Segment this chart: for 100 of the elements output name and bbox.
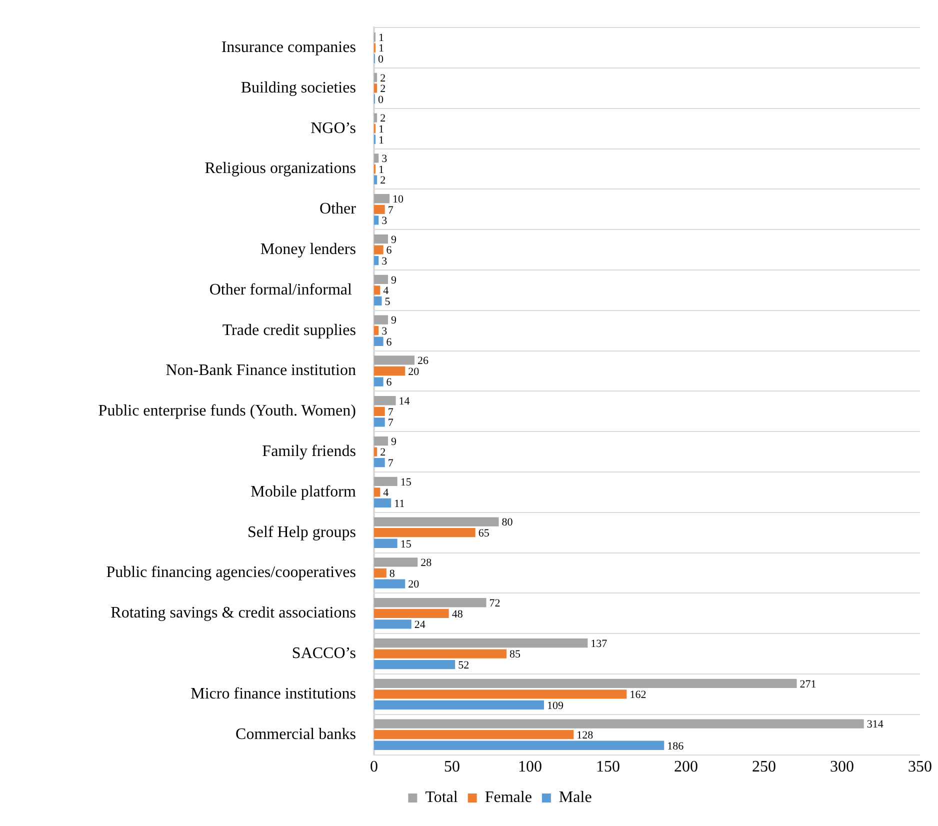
bar: [374, 377, 384, 386]
data-label: 0: [378, 94, 384, 106]
data-label: 9: [390, 274, 397, 286]
y-tick-label: Money lenders: [260, 241, 356, 258]
bar: [374, 719, 864, 728]
bar: [374, 194, 390, 204]
y-tick-label: Micro finance institutions: [190, 685, 356, 702]
data-label: 52: [458, 659, 470, 672]
bar: [374, 730, 574, 740]
y-tick-label: Self Help groups: [248, 524, 356, 541]
x-tick-label: 300: [830, 758, 854, 776]
data-label: 65: [478, 527, 490, 540]
bar: [374, 274, 388, 284]
data-label: 2: [380, 72, 386, 84]
y-tick-label: Other formal/informal: [209, 281, 356, 298]
bar: [374, 678, 797, 688]
bar: [374, 538, 398, 548]
y-tick-label: Building societies: [240, 79, 356, 96]
x-tick-label: 200: [674, 758, 698, 776]
bar: [374, 660, 456, 670]
y-tick-label: Rotating savings & credit associations: [110, 604, 356, 622]
bar: [374, 558, 418, 567]
data-label: 1: [378, 134, 384, 146]
data-label: 6: [386, 376, 392, 389]
bar: [374, 447, 378, 456]
legend-label: Female: [484, 789, 532, 806]
bar: [374, 326, 379, 336]
bar: [374, 579, 406, 588]
bar: [374, 406, 385, 416]
data-label: 3: [382, 215, 388, 228]
bar: [374, 286, 380, 295]
data-label: 4: [383, 487, 390, 500]
data-label: 10: [392, 194, 404, 206]
data-label: 1: [378, 32, 384, 44]
data-label: 28: [420, 557, 432, 570]
data-label: 162: [630, 689, 646, 702]
data-label: 7: [388, 204, 394, 216]
x-tick-label: 250: [752, 758, 776, 776]
data-label: 9: [390, 436, 397, 448]
bar: [374, 436, 388, 446]
bar: [374, 458, 385, 468]
data-label: 15: [400, 476, 412, 488]
legend-label: Total: [425, 789, 458, 806]
data-label: 1: [378, 123, 384, 136]
bar: [374, 366, 406, 376]
data-label: 6: [386, 244, 392, 257]
data-label: 11: [394, 498, 405, 510]
y-tick-label: Public enterprise funds (Youth. Women): [98, 402, 356, 420]
data-label: 1: [378, 164, 384, 176]
bar: [374, 488, 380, 497]
y-tick-label: Religious organizations: [204, 160, 356, 178]
data-label: 15: [400, 538, 412, 550]
bar: [374, 154, 379, 163]
x-tick-label: 100: [518, 758, 542, 776]
y-tick-label: SACCO’s: [292, 645, 356, 662]
data-label: 109: [547, 700, 564, 712]
data-label: 271: [800, 678, 816, 690]
bar: [374, 638, 588, 648]
data-label: 48: [452, 608, 464, 620]
data-label: 4: [383, 285, 390, 298]
bar: [374, 216, 379, 225]
data-label: 186: [667, 740, 684, 752]
bar: [374, 336, 384, 346]
y-tick-label: Public financing agencies/cooperatives: [106, 564, 356, 582]
bar: [374, 517, 499, 526]
data-label: 5: [384, 296, 391, 308]
bar: [374, 608, 449, 618]
bar: [374, 700, 544, 710]
data-label: 72: [489, 598, 500, 610]
data-label: 20: [408, 366, 420, 378]
x-tick-label: 350: [908, 758, 932, 776]
bar: [374, 204, 385, 214]
y-tick-label: Non-Bank Finance institution: [166, 362, 356, 380]
data-label: 7: [388, 406, 394, 418]
bar: [374, 740, 664, 750]
y-tick-label: Insurance companies: [221, 39, 356, 56]
bar: [374, 296, 382, 306]
data-label: 3: [382, 153, 388, 166]
bar: [374, 175, 378, 184]
data-label: 2: [380, 83, 386, 96]
y-tick-label: Commercial banks: [236, 726, 356, 743]
bar: [374, 649, 507, 658]
data-label: 0: [378, 53, 384, 66]
data-label: 24: [414, 619, 426, 632]
x-tick-label: 150: [596, 758, 620, 776]
data-label: 85: [510, 648, 522, 661]
data-label: 9: [390, 314, 397, 327]
data-label: 20: [408, 578, 420, 591]
bar: [374, 315, 388, 324]
bar: [374, 256, 379, 266]
bar: [374, 396, 396, 406]
data-label: 2: [380, 446, 386, 459]
data-label: 128: [576, 729, 594, 742]
data-label: 3: [382, 325, 388, 338]
bar: [374, 620, 412, 629]
y-tick-label: NGO’s: [310, 120, 356, 137]
data-label: 3: [382, 255, 388, 268]
data-label: 314: [866, 718, 884, 731]
data-label: 6: [386, 336, 392, 348]
data-label: 26: [418, 355, 430, 368]
